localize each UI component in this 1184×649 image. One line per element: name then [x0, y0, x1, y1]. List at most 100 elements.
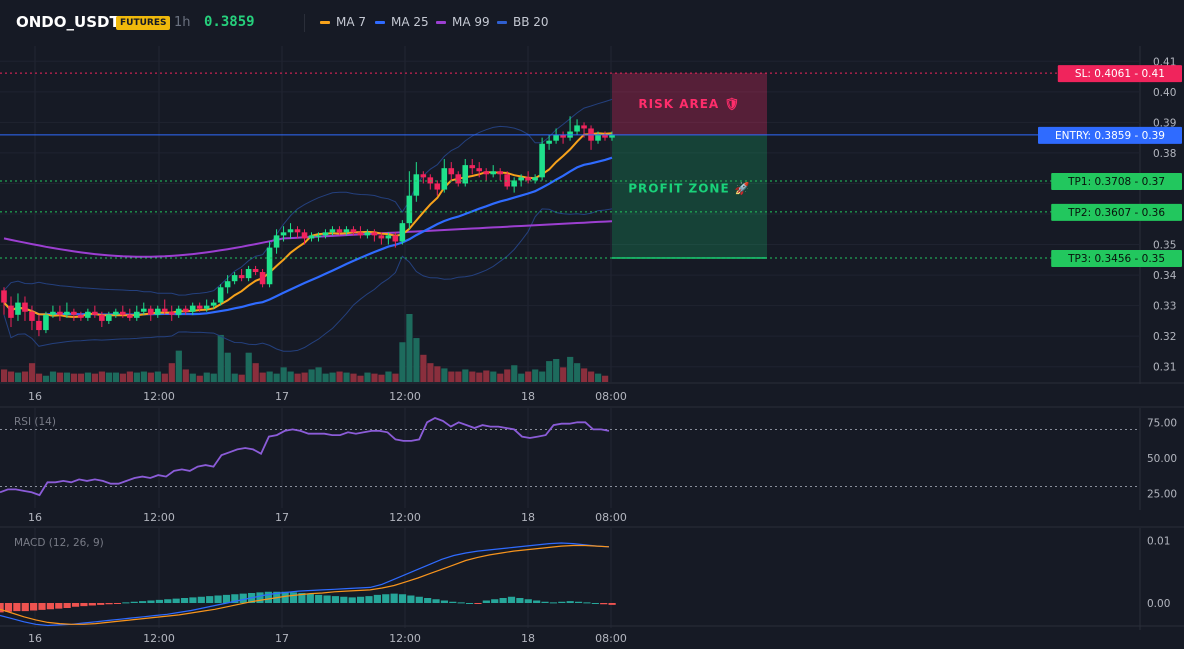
candle-body: [329, 229, 336, 233]
macd-tick-label: 0.01: [1147, 536, 1170, 548]
macd-signal-line: [0, 544, 610, 625]
macd-histogram-bar: [340, 596, 348, 603]
candle-body: [8, 305, 14, 318]
volume-bar: [238, 374, 245, 382]
candle-body: [602, 134, 608, 138]
volume-bar: [210, 373, 217, 382]
volume-bar: [511, 365, 518, 382]
volume-bar: [154, 371, 161, 382]
candle-body: [273, 235, 280, 248]
price-line-tag-text: TP3: 0.3456 - 0.35: [1067, 253, 1165, 265]
candle-body: [64, 311, 70, 315]
candle-body: [315, 235, 322, 237]
macd-histogram-bar: [382, 594, 390, 603]
macd-histogram-bar: [88, 603, 96, 606]
candle-body: [427, 177, 434, 184]
volume-bar: [448, 371, 455, 382]
time-tick-label: 12:00: [143, 511, 175, 524]
symbol-name[interactable]: ONDO_USDT: [16, 13, 120, 31]
candle-body: [336, 229, 343, 233]
candle-body: [560, 134, 566, 138]
volume-bar: [399, 342, 406, 382]
candle-body: [546, 140, 552, 144]
macd-histogram-bar: [256, 592, 264, 603]
candle-body: [378, 235, 385, 239]
macd-histogram-bar: [449, 601, 457, 603]
macd-histogram-bar: [315, 594, 323, 603]
volume-bar: [336, 371, 343, 382]
price-line-tag: [1051, 249, 1182, 267]
macd-histogram-bar: [608, 603, 616, 605]
volume-bar: [553, 358, 560, 382]
volume-bar: [280, 367, 287, 382]
macd-histogram-bar: [97, 603, 105, 605]
time-tick-label: 12:00: [389, 390, 421, 403]
volume-bar: [161, 373, 168, 382]
candle-body: [483, 171, 490, 175]
volume-bar: [539, 371, 546, 382]
price-line-tag: [1051, 173, 1182, 191]
volume-bar: [42, 375, 50, 382]
candle-body: [350, 229, 357, 233]
volume-bar: [588, 371, 595, 382]
candle-body: [120, 311, 126, 315]
legend-ma7[interactable]: MA 7: [320, 15, 366, 29]
volume-bar: [35, 373, 43, 382]
time-tick-label: 12:00: [389, 632, 421, 645]
macd-histogram-bar: [164, 599, 172, 603]
macd-histogram-bar: [264, 591, 272, 603]
volume-bar: [560, 367, 567, 382]
volume-bar: [84, 372, 92, 382]
candle-body: [574, 125, 580, 132]
macd-histogram-bar: [147, 600, 155, 603]
time-tick-label: 17: [275, 511, 289, 524]
macd-line: [0, 542, 610, 627]
legend-ma99-label: MA 99: [452, 15, 490, 29]
legend-ma25[interactable]: MA 25: [375, 15, 429, 29]
volume-bar: [112, 372, 120, 382]
candle-body: [308, 235, 315, 239]
volume-bar: [322, 373, 329, 382]
volume-bar: [392, 373, 399, 382]
candle-body: [217, 287, 224, 303]
macd-histogram-bar: [21, 603, 29, 612]
legend-bb20[interactable]: BB 20: [497, 15, 549, 29]
candle-body: [99, 314, 105, 321]
volume-bar: [308, 369, 315, 382]
volume-bar: [77, 373, 85, 382]
volume-bar: [504, 369, 511, 382]
candle-body: [36, 320, 42, 331]
rsi-tick-label: 75.00: [1147, 417, 1177, 429]
volume-bar: [147, 372, 154, 382]
candle-body: [245, 268, 252, 279]
rsi-tick-label: 50.00: [1147, 453, 1177, 465]
time-tick-label: 17: [275, 390, 289, 403]
macd-histogram-bar: [465, 603, 474, 604]
macd-histogram-bar: [516, 598, 524, 603]
candle-body: [189, 305, 196, 312]
macd-histogram-bar: [13, 603, 21, 612]
macd-histogram-bar: [71, 603, 80, 607]
candle-body: [469, 165, 476, 169]
volume-bar: [14, 372, 22, 382]
macd-histogram-bar: [356, 596, 365, 603]
bb-upper-line: [3, 98, 613, 296]
candle-body: [147, 308, 154, 315]
candle-body: [252, 268, 259, 273]
profit-zone-label: PROFIT ZONE 🚀: [628, 182, 751, 196]
volume-bar: [567, 356, 574, 382]
candle-body: [50, 311, 56, 315]
macd-histogram-bar: [390, 593, 398, 603]
volume-bar: [595, 373, 602, 382]
legend-ma99[interactable]: MA 99: [436, 15, 490, 29]
timeframe-label[interactable]: 1h: [174, 15, 191, 30]
candle-body: [113, 311, 119, 315]
macd-histogram-bar: [113, 603, 122, 604]
macd-histogram-bar: [298, 593, 306, 603]
candle-body: [168, 311, 175, 315]
price-tick-label: 0.32: [1153, 331, 1176, 343]
macd-histogram-bar: [541, 601, 549, 603]
candle-body: [1, 290, 7, 303]
last-price: 0.3859: [204, 14, 255, 30]
